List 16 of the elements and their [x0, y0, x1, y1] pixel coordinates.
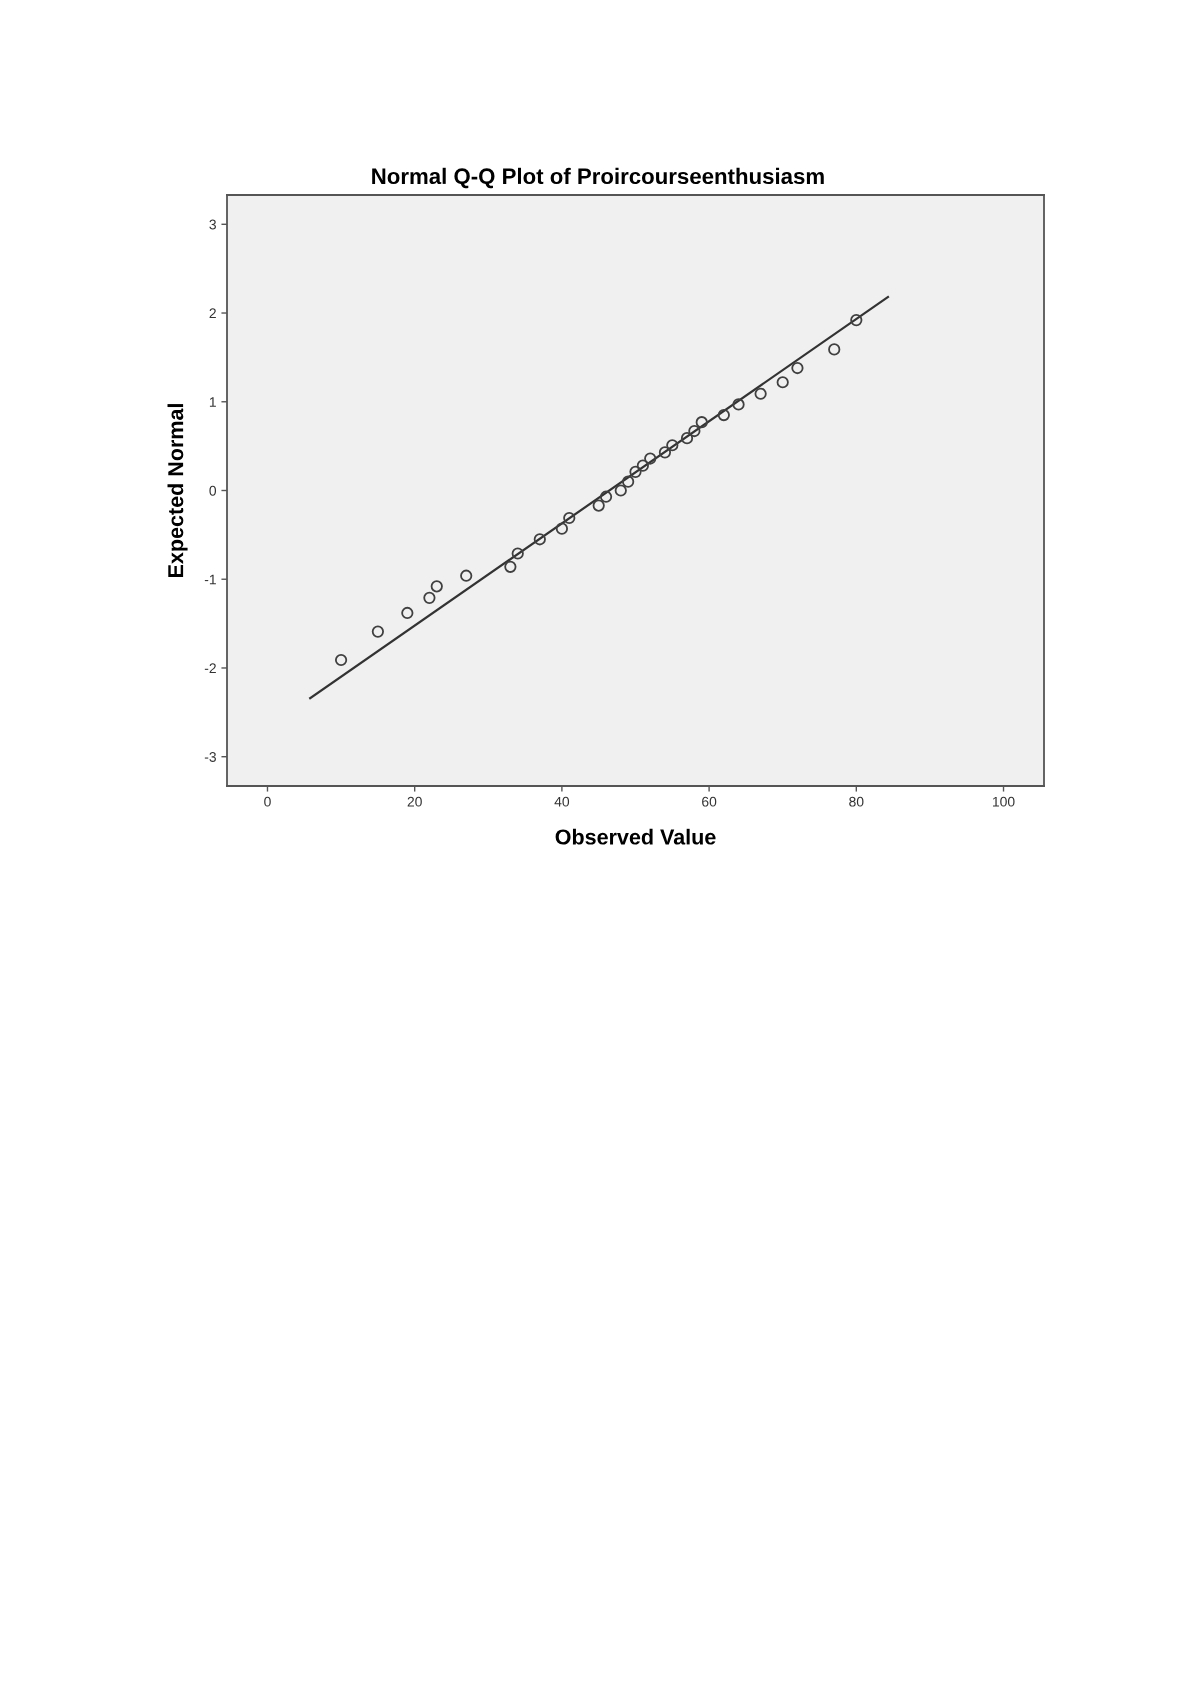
- y-tick-label: 0: [209, 485, 217, 496]
- x-tick-label: 20: [407, 796, 422, 807]
- x-tick-label: 100: [992, 796, 1015, 807]
- x-tick-label: 0: [264, 796, 271, 807]
- y-tick-label: -2: [204, 663, 216, 674]
- y-tick-label: -3: [204, 752, 216, 762]
- y-axis-title: Expected Normal: [167, 404, 188, 577]
- y-tick-label: -1: [204, 574, 216, 585]
- x-axis-title: Observed Value: [555, 828, 716, 845]
- x-tick-label: 60: [702, 796, 717, 807]
- chart-title: Normal Q-Q Plot of Proircourseenthusiasm: [372, 167, 824, 189]
- x-tick-label: 40: [554, 796, 570, 807]
- y-tick-label: 1: [209, 397, 216, 407]
- x-tick-label: 80: [849, 796, 864, 807]
- y-tick-label: 2: [209, 308, 216, 319]
- y-tick-label: 3: [209, 219, 216, 230]
